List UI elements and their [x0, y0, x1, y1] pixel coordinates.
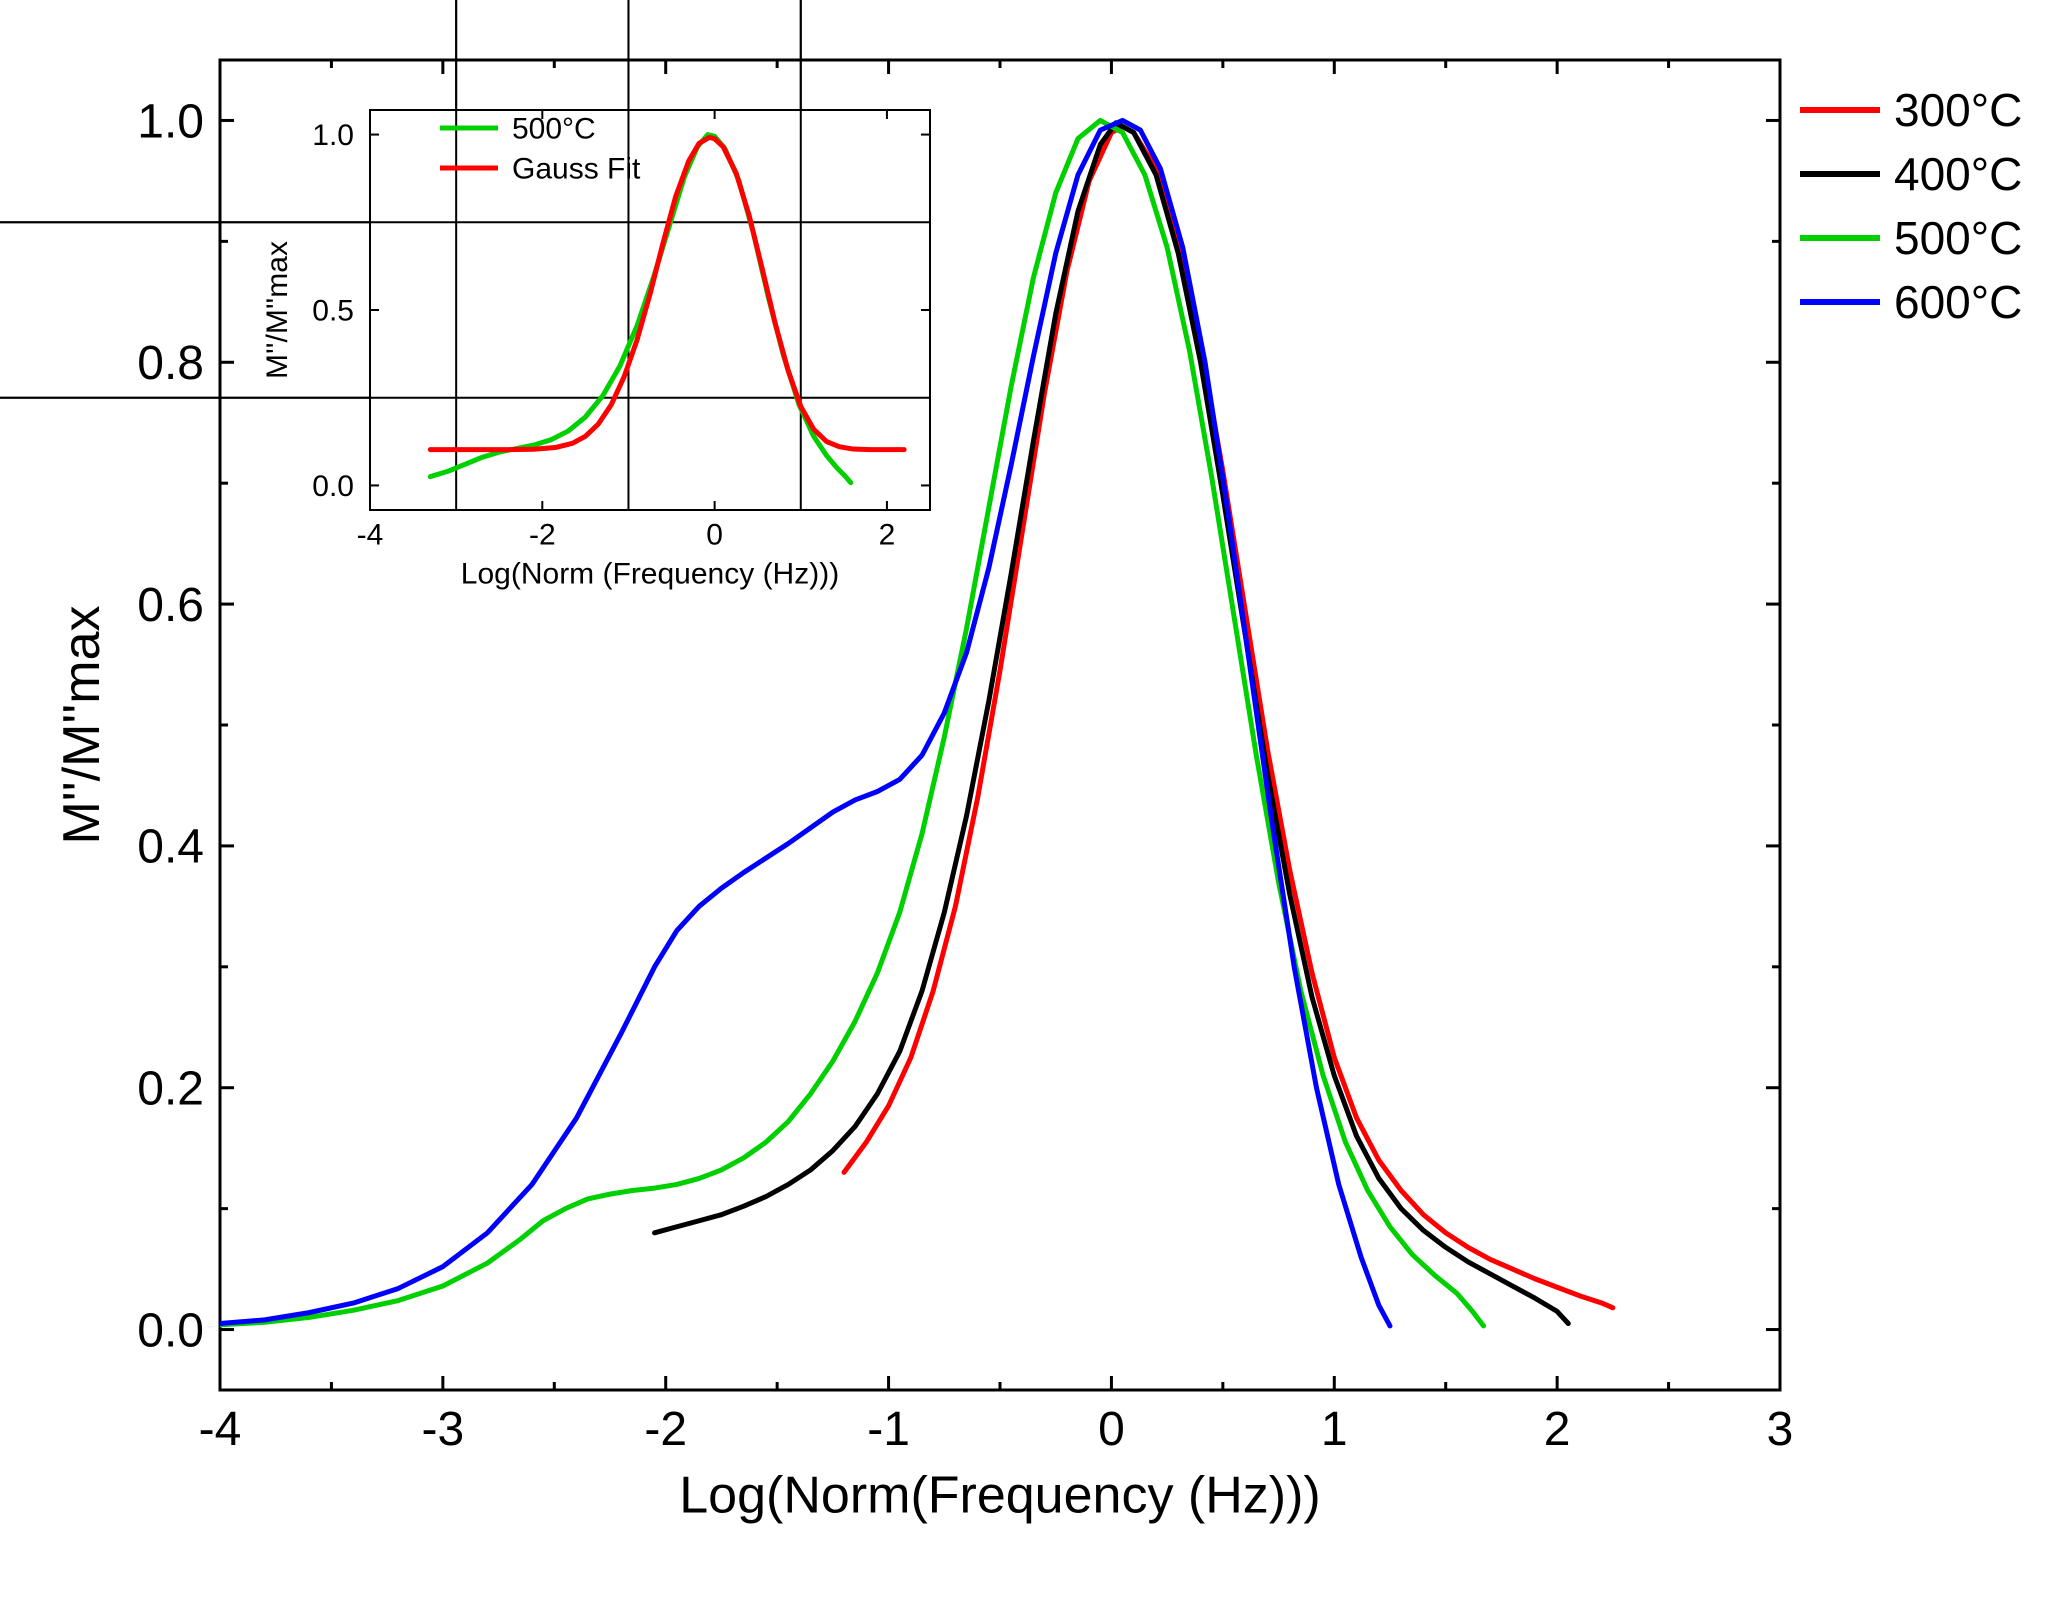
- inset-xtick-label: -2: [529, 519, 556, 552]
- main-xtick-label: 0: [1098, 1403, 1125, 1456]
- main-legend-label: 400°C: [1894, 148, 2022, 200]
- inset-legend-label: 500°C: [512, 113, 596, 146]
- main-xtick-label: -3: [422, 1403, 465, 1456]
- main-xtick-label: -4: [199, 1403, 242, 1456]
- figure-svg: -4 -3 -2 -1 0 1 2 3 0.0 0.2 0.4 0.6 0.8 1.0 Log(Norm(F…: [0, 0, 2056, 1597]
- inset-ytick-label: 0.0: [312, 470, 354, 503]
- inset-ytick-label: 0.5: [312, 295, 354, 328]
- main-ytick-label: 0.8: [137, 337, 204, 390]
- main-ytick-label: 0.0: [137, 1304, 204, 1357]
- main-ytick-label: 0.6: [137, 579, 204, 632]
- main-legend-label: 500°C: [1894, 212, 2022, 264]
- inset-xtick-label: 2: [879, 519, 896, 552]
- inset-xtick-label: -4: [357, 519, 384, 552]
- inset-xlabel: Log(Norm (Frequency (Hz))): [461, 558, 839, 591]
- inset-xtick-label: 0: [706, 519, 723, 552]
- inset-ytick-label: 1.0: [312, 119, 354, 152]
- inset-legend-label: Gauss Fit: [512, 153, 641, 186]
- main-ytick-label: 0.4: [137, 821, 204, 874]
- main-xtick-label: -1: [867, 1403, 910, 1456]
- main-xtick-label: -2: [644, 1403, 687, 1456]
- main-xlabel: Log(Norm(Frequency (Hz))): [679, 1467, 1320, 1525]
- main-legend-label: 600°C: [1894, 276, 2022, 328]
- main-legend-label: 300°C: [1894, 84, 2022, 136]
- main-ylabel: M''/M''max: [53, 605, 111, 844]
- main-xtick-label: 1: [1321, 1403, 1348, 1456]
- main-xtick-label: 3: [1767, 1403, 1794, 1456]
- main-ytick-label: 0.2: [137, 1063, 204, 1116]
- main-xtick-label: 2: [1544, 1403, 1571, 1456]
- inset-ylabel: M''/M''max: [261, 241, 294, 379]
- main-ytick-label: 1.0: [137, 95, 204, 148]
